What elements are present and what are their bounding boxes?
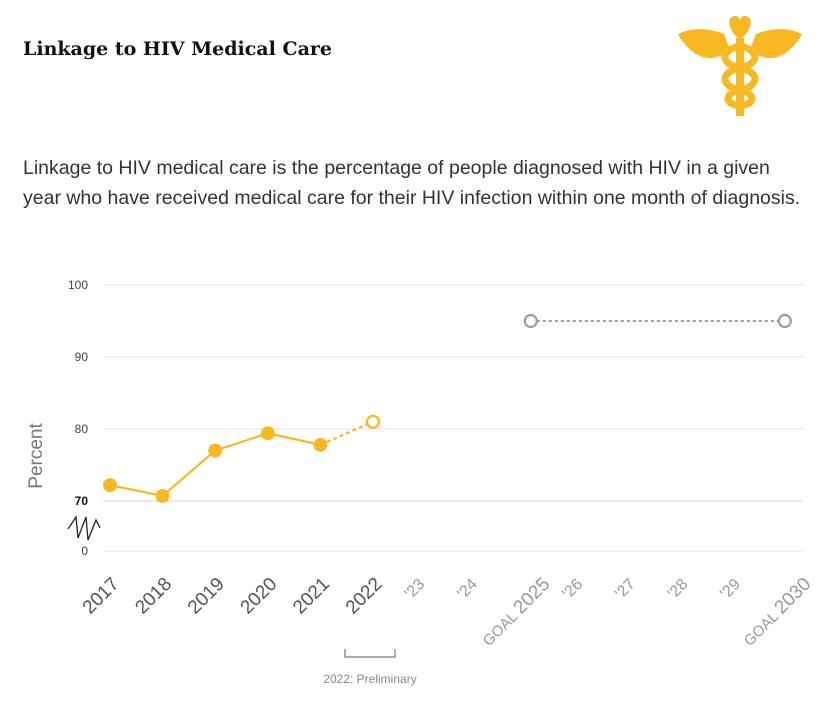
series-layer (103, 315, 791, 503)
preliminary-segment (320, 422, 373, 445)
x-tick-label: 2017 (79, 574, 124, 619)
data-point-preliminary (367, 416, 379, 428)
y-axis-label: Percent (26, 423, 47, 489)
y-tick-label: 100 (68, 278, 88, 292)
gridlines (103, 285, 803, 551)
x-tick-label: '27 (612, 576, 639, 603)
y-tick-label: 70 (75, 494, 89, 508)
data-point (156, 489, 170, 503)
series-line (110, 433, 320, 496)
y-axis-ticks: 100 90 80 70 0 (68, 278, 88, 558)
caduceus-icon (676, 12, 804, 118)
x-tick-label: '26 (559, 576, 586, 603)
x-tick-label: GOAL 2030 (739, 574, 816, 651)
x-tick-label: '23 (402, 576, 429, 603)
y-tick-label: 80 (75, 422, 89, 436)
page-title: Linkage to HIV Medical Care (23, 38, 332, 60)
data-point (103, 478, 117, 492)
x-tick-label: 2019 (184, 574, 229, 619)
axis-break-icon (68, 517, 100, 540)
data-point (313, 438, 327, 452)
x-tick-label: '24 (454, 576, 481, 603)
preliminary-bracket (345, 649, 395, 657)
x-tick-label: 2021 (289, 574, 334, 619)
x-tick-label: '28 (665, 576, 692, 603)
data-point (261, 426, 275, 440)
x-tick-label: 2022 (342, 574, 387, 619)
y-tick-label: 0 (81, 544, 88, 558)
x-tick-label: '29 (717, 576, 744, 603)
y-tick-label: 90 (75, 350, 89, 364)
description-text: Linkage to HIV medical care is the perce… (23, 153, 803, 213)
data-point (208, 444, 222, 458)
goal-point (779, 315, 791, 327)
x-tick-label: 2018 (131, 574, 176, 619)
preliminary-note: 2022: Preliminary (323, 672, 416, 686)
x-tick-label: 2020 (237, 574, 282, 619)
goal-point (525, 315, 537, 327)
x-tick-label: GOAL 2025 (478, 574, 555, 651)
